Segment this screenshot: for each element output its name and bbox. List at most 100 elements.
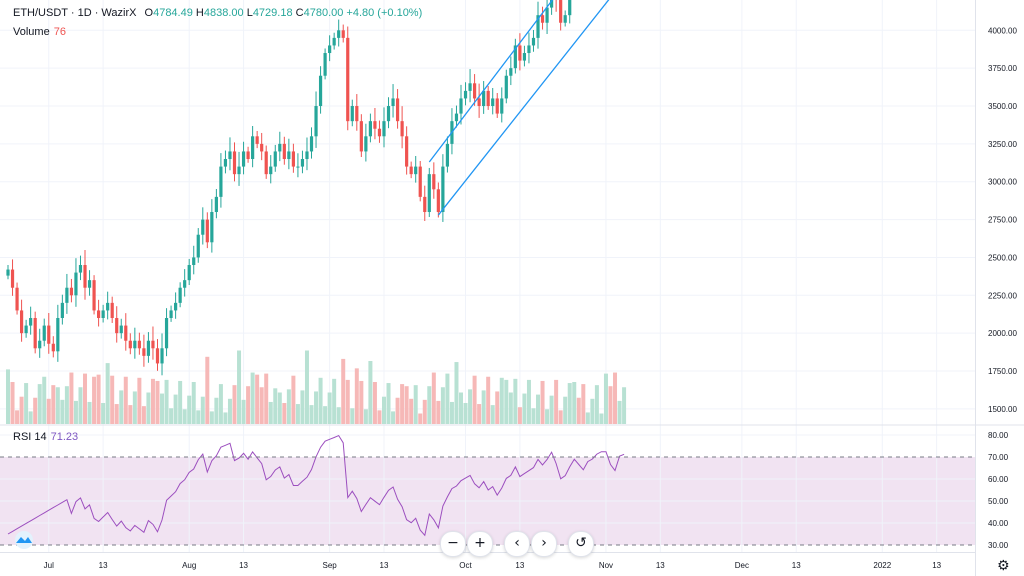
candle-body <box>273 151 277 167</box>
volume-bar <box>6 369 10 424</box>
candle-body <box>174 302 178 311</box>
volume-bar <box>309 405 314 424</box>
time-tick-label: 2022 <box>873 561 891 570</box>
candle-body <box>106 302 110 311</box>
time-tick-label: Sep <box>323 561 338 570</box>
candle-body <box>60 302 64 319</box>
volume-bar <box>540 380 545 424</box>
price-tick-label: 3250.00 <box>988 140 1017 149</box>
candle-body <box>124 325 128 341</box>
volume-bar <box>323 406 328 424</box>
time-tick-label: 13 <box>932 561 941 570</box>
candle-body <box>536 15 540 38</box>
time-tick-label: Oct <box>459 561 472 570</box>
volume-legend[interactable]: Volume 76 <box>13 26 66 38</box>
volume-label: Volume <box>13 26 50 38</box>
volume-bar <box>418 413 423 424</box>
candle-body <box>38 340 42 349</box>
candle-body <box>119 325 123 334</box>
volume-bar <box>400 384 405 424</box>
volume-bar <box>178 380 183 424</box>
volume-bar <box>60 399 65 424</box>
volume-bar <box>490 405 495 424</box>
candle-body <box>78 265 83 273</box>
candle-body <box>463 90 468 99</box>
candle-body <box>522 53 527 61</box>
gear-icon[interactable]: ⚙ <box>997 558 1010 574</box>
volume-bar <box>10 382 15 424</box>
candle-body <box>359 121 363 152</box>
open-value: 4784.49 <box>153 7 193 19</box>
time-tick-label: 13 <box>792 561 801 570</box>
volume-bar <box>567 383 572 424</box>
volume-bar <box>300 390 305 424</box>
volume-bar <box>413 385 418 424</box>
volume-bar <box>264 373 269 424</box>
candle-body <box>500 98 504 114</box>
candle-body <box>128 340 132 349</box>
volume-bar <box>526 379 531 424</box>
candle-body <box>42 325 46 341</box>
candle-body <box>282 143 286 160</box>
candle-body <box>441 166 445 213</box>
candle-body <box>323 53 327 76</box>
zoom-in-button[interactable]: + <box>467 531 493 557</box>
rsi-label: RSI 14 <box>13 431 47 443</box>
candle-body <box>278 143 282 152</box>
volume-bar <box>445 373 450 424</box>
volume-bar <box>191 382 196 424</box>
rsi-line <box>7 434 625 537</box>
zoom-out-button[interactable]: − <box>440 531 466 557</box>
volume-bar <box>436 400 441 424</box>
open-label: O <box>144 7 154 19</box>
candle-body <box>187 265 191 281</box>
volume-bar <box>468 389 473 424</box>
tradingview-logo-icon[interactable] <box>13 531 35 549</box>
candle-body <box>178 287 182 303</box>
candle-body <box>328 45 332 54</box>
low-value: 4729.18 <box>252 7 293 19</box>
candle-body <box>318 75 323 107</box>
candle-body <box>169 310 173 319</box>
volume-bar <box>368 361 373 424</box>
candle-body <box>33 318 37 349</box>
candle-body <box>545 7 549 23</box>
volume-bar <box>232 385 237 424</box>
candle-body <box>287 151 291 160</box>
volume-bar <box>341 358 346 424</box>
close-value: 4780.00 <box>303 7 344 19</box>
scroll-back-button[interactable]: ‹ <box>504 531 530 557</box>
volume-bar <box>463 403 468 424</box>
volume-bar <box>386 383 391 424</box>
volume-bar <box>83 373 88 424</box>
symbol-label[interactable]: ETH/USDT · 1D · WazirX <box>13 7 137 19</box>
candle-body <box>205 219 209 243</box>
rsi-tick-label: 50.00 <box>988 497 1009 506</box>
candle-body <box>427 174 431 213</box>
volume-bar <box>295 404 300 424</box>
candle-body <box>436 189 440 213</box>
volume-bar <box>314 391 319 424</box>
candle-body <box>509 68 513 76</box>
rsi-value: 71.23 <box>50 431 79 443</box>
volume-bar <box>42 376 47 424</box>
reset-chart-button[interactable]: ↺ <box>568 531 594 557</box>
rsi-legend[interactable]: RSI 14 71.23 <box>13 431 78 443</box>
volume-bar <box>187 395 192 424</box>
candle-body <box>260 143 264 152</box>
channel-lower-line <box>437 0 610 216</box>
volume-bar <box>128 405 133 424</box>
volume-bar <box>459 392 463 424</box>
rsi-tick-label: 30.00 <box>988 541 1009 550</box>
volume-bar <box>594 385 599 424</box>
volume-bar <box>155 380 160 424</box>
volume-bar <box>200 396 205 424</box>
volume-bar <box>495 391 500 424</box>
volume-bar <box>87 401 92 424</box>
candle-body <box>409 166 413 175</box>
candle-body <box>314 106 318 137</box>
price-tick-label: 1500.00 <box>988 405 1017 414</box>
scroll-forward-button[interactable]: › <box>531 531 557 557</box>
time-tick-label: Dec <box>735 561 749 570</box>
